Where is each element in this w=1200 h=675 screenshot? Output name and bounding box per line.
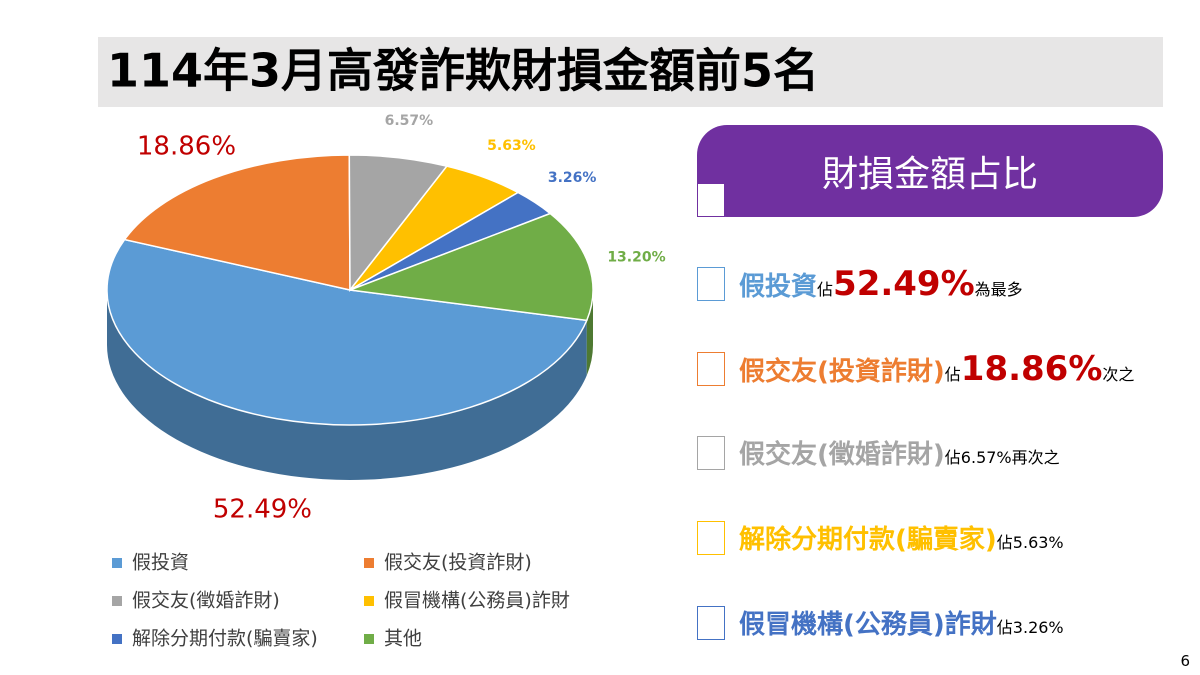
pie-sides (107, 290, 593, 480)
panel-item: 假投資佔 52.49% 為最多 (697, 264, 1023, 304)
page-number: 6 (1180, 652, 1190, 670)
legend-swatch (112, 558, 122, 568)
item-name: 假冒機構(公務員)詐財 (739, 610, 997, 640)
item-box (697, 352, 725, 386)
item-connector: 佔 (944, 365, 961, 384)
item-name: 假交友(徵婚詐財) (739, 440, 945, 470)
item-box (697, 267, 725, 301)
item-box (697, 435, 725, 470)
item-connector: 佔 (996, 533, 1013, 552)
item-percent: 3.26% (1012, 618, 1064, 637)
panel-box (697, 183, 725, 217)
item-suffix: 次之 (1102, 365, 1135, 384)
item-suffix: 再次之 (1011, 448, 1060, 467)
data-label: 52.49% (213, 494, 312, 524)
item-name: 假交友(投資詐財) (739, 357, 945, 387)
panel-item: 解除分期付款(騙賣家) 佔 5.63% (697, 519, 1064, 556)
item-percent: 52.49% (833, 264, 975, 304)
data-label: 3.26% (548, 170, 597, 186)
data-label: 18.86% (137, 131, 236, 161)
data-label: 5.63% (487, 138, 536, 154)
item-percent: 5.63% (1012, 533, 1064, 552)
panel-item: 假交友(投資詐財) 佔 18.86% 次之 (697, 349, 1134, 389)
legend-swatch (112, 634, 122, 644)
item-connector: 佔 (817, 280, 834, 299)
item-connector: 佔 (996, 618, 1013, 637)
item-suffix: 為最多 (974, 280, 1023, 299)
pie-slice (123, 154, 351, 291)
legend-label: 假交友(徵婚詐財) (132, 590, 280, 612)
item-percent: 6.57% (960, 448, 1012, 467)
item-box (697, 520, 725, 555)
legend-label: 假冒機構(公務員)詐財 (384, 590, 570, 612)
panel-title: 財損金額占比 (697, 125, 1163, 217)
title-bar (98, 37, 1163, 107)
slice-side (107, 290, 587, 480)
legend-label: 假投資 (132, 552, 189, 574)
item-connector: 佔 (944, 448, 961, 467)
slice-side (586, 290, 593, 376)
pie-slice (106, 238, 588, 426)
legend-swatch (112, 596, 122, 606)
legend-swatch (364, 596, 374, 606)
panel-item: 假交友(徵婚詐財) 佔 6.57% 再次之 (697, 434, 1060, 471)
legend-swatch (364, 558, 374, 568)
pie-slice (349, 212, 594, 322)
panel-item: 假冒機構(公務員)詐財佔 3.26% (697, 604, 1064, 641)
legend-label: 假交友(投資詐財) (384, 552, 532, 574)
legend-label: 其他 (384, 628, 422, 650)
chart-title: 114年3月高發詐欺財損金額前5名 (107, 44, 819, 98)
item-name: 解除分期付款(騙賣家) (739, 525, 997, 555)
legend-label: 解除分期付款(騙賣家) (132, 628, 318, 650)
item-box (697, 605, 725, 640)
item-percent: 18.86% (960, 349, 1103, 389)
legend-swatch (364, 634, 374, 644)
data-label: 13.20% (607, 250, 665, 266)
item-name: 假投資 (739, 272, 818, 302)
data-label: 6.57% (385, 113, 434, 129)
